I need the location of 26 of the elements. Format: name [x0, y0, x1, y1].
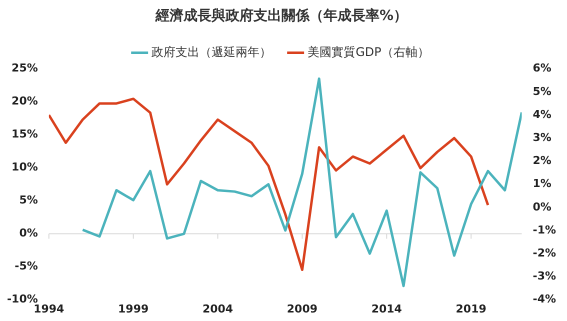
- x-tick-label: 1999: [118, 302, 149, 316]
- y2-tick-label: -4%: [532, 292, 556, 306]
- x-tick-label: 2019: [456, 302, 486, 316]
- y-tick-label: 0%: [19, 226, 38, 240]
- y2-tick-label: -3%: [532, 270, 556, 283]
- y2-tick-label: 2%: [532, 154, 552, 168]
- y2-tick-label: 3%: [532, 130, 552, 144]
- x-tick-label: 2004: [202, 302, 234, 316]
- legend-label: 美國實質GDP（右軸）: [308, 44, 430, 59]
- y2-tick-label: 6%: [532, 62, 552, 75]
- y-tick-label: 5%: [19, 194, 38, 207]
- y2-tick-label: 4%: [532, 108, 552, 121]
- y-tick-label: 10%: [12, 160, 38, 174]
- y2-tick-label: 0%: [532, 200, 552, 214]
- y-tick-label: 25%: [12, 62, 38, 75]
- y2-tick-label: -2%: [532, 246, 556, 260]
- chart-title: 經濟成長與政府支出關係（年成長率%）: [154, 7, 408, 24]
- y-tick-label: -5%: [14, 260, 38, 273]
- x-tick-label: 2009: [286, 302, 318, 316]
- legend-label: 政府支出（遞延兩年）: [152, 44, 272, 59]
- y2-tick-label: -1%: [532, 223, 556, 236]
- y2-tick-label: 1%: [532, 177, 552, 190]
- x-tick-label: 2014: [371, 302, 402, 316]
- y-tick-label: 20%: [12, 94, 38, 108]
- y-tick-label: 15%: [12, 128, 38, 141]
- y2-tick-label: 5%: [532, 84, 552, 98]
